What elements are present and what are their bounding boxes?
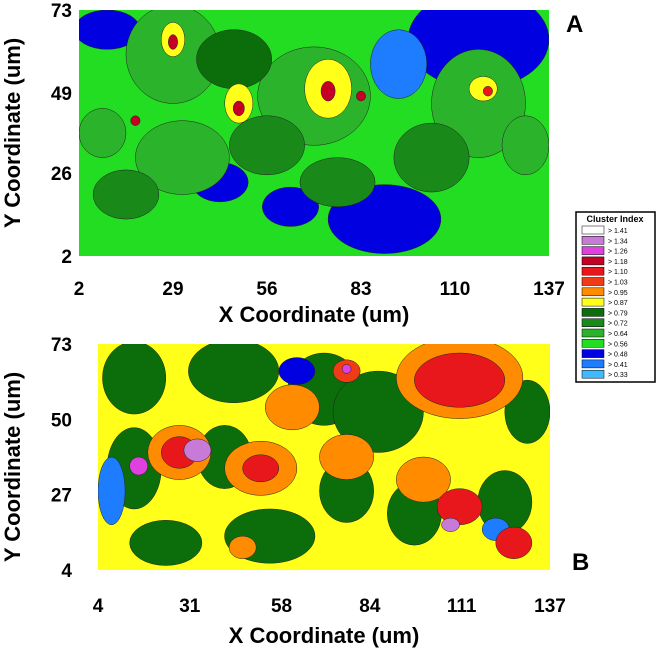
contour-region bbox=[188, 344, 280, 404]
legend-label: > 1.18 bbox=[608, 259, 628, 266]
contour-regions-a bbox=[79, 10, 549, 254]
legend-swatch bbox=[581, 359, 605, 369]
legend-swatch bbox=[581, 318, 605, 327]
x-tick-label: 4 bbox=[93, 596, 104, 617]
legend-swatch bbox=[581, 297, 605, 307]
contour-region bbox=[264, 384, 320, 431]
contour-region bbox=[482, 86, 493, 97]
legend-swatch bbox=[581, 328, 605, 338]
legend-swatch bbox=[581, 266, 605, 276]
contour-region bbox=[228, 535, 257, 559]
contour-region bbox=[168, 34, 178, 50]
y-tick-label: 4 bbox=[61, 561, 72, 582]
y-tick-label: 73 bbox=[51, 335, 72, 356]
y-tick-label: 73 bbox=[51, 1, 72, 22]
panel-label-a: A bbox=[566, 11, 583, 38]
y-axis-label-a: Y Coordinate (um) bbox=[0, 38, 25, 228]
contour-region bbox=[232, 100, 245, 117]
x-tick-label: 56 bbox=[256, 279, 277, 300]
contour-region bbox=[414, 352, 506, 408]
contour-region bbox=[196, 29, 272, 89]
legend-label: > 1.41 bbox=[608, 228, 628, 235]
panel-label-b: B bbox=[572, 549, 589, 576]
contour-region bbox=[396, 456, 451, 503]
x-tick-label: 31 bbox=[179, 596, 201, 617]
legend-title: Cluster Index bbox=[586, 214, 643, 224]
legend-label: > 0.33 bbox=[608, 372, 628, 379]
y-tick-label: 49 bbox=[51, 84, 72, 105]
contour-region bbox=[98, 456, 126, 526]
legend-label: > 1.34 bbox=[608, 238, 628, 245]
legend-label: > 0.72 bbox=[608, 321, 628, 328]
contour-region bbox=[262, 186, 319, 227]
legend-label: > 0.48 bbox=[608, 352, 628, 359]
legend-swatch bbox=[581, 256, 605, 266]
legend: Cluster Index > 1.41 > 1.34 > 1.26 > 1.18 > … bbox=[575, 211, 656, 383]
contour-region bbox=[130, 115, 141, 126]
x-axis-label-b: X Coordinate (um) bbox=[229, 623, 420, 648]
legend-swatch bbox=[581, 287, 605, 297]
legend-label: > 1.10 bbox=[608, 269, 628, 276]
contour-region bbox=[501, 115, 549, 176]
x-tick-label: 137 bbox=[534, 596, 566, 617]
x-tick-label: 137 bbox=[533, 279, 565, 300]
contour-region bbox=[278, 357, 316, 385]
contour-regions-b bbox=[98, 344, 550, 566]
y-tick-label: 50 bbox=[51, 410, 72, 431]
x-tick-label: 111 bbox=[447, 596, 477, 617]
contour-region bbox=[495, 526, 533, 559]
contour-region bbox=[370, 29, 428, 99]
y-tick-label: 26 bbox=[51, 164, 72, 185]
tick-labels-b: 4 31 58 84 111 137 4 27 50 73 bbox=[51, 335, 566, 617]
contour-region bbox=[129, 520, 203, 566]
legend-label: > 0.79 bbox=[608, 310, 628, 317]
x-tick-label: 2 bbox=[74, 279, 85, 300]
contour-region bbox=[242, 454, 280, 483]
legend-label: > 0.87 bbox=[608, 300, 628, 307]
legend-swatch bbox=[581, 339, 605, 348]
contour-region bbox=[102, 344, 167, 415]
tick-labels-a: 2 29 56 83 110 137 2 26 49 73 bbox=[51, 1, 565, 300]
contour-region bbox=[92, 169, 160, 220]
legend-swatch bbox=[581, 349, 605, 358]
x-tick-label: 110 bbox=[440, 279, 471, 300]
y-tick-label: 27 bbox=[51, 486, 72, 507]
contour-region bbox=[341, 364, 352, 374]
contour-region bbox=[129, 456, 148, 476]
legend-swatch bbox=[581, 369, 605, 379]
y-tick-label: 2 bbox=[61, 247, 72, 268]
legend-label: > 1.26 bbox=[608, 249, 628, 256]
contour-region bbox=[183, 438, 212, 462]
contour-region bbox=[135, 120, 230, 195]
contour-region bbox=[79, 108, 127, 158]
legend-swatch bbox=[581, 308, 605, 317]
contour-region bbox=[229, 115, 305, 176]
contour-region bbox=[393, 122, 470, 193]
contour-region bbox=[299, 157, 376, 208]
contour-region bbox=[468, 76, 498, 102]
contour-region bbox=[436, 488, 483, 526]
legend-label: > 1.03 bbox=[608, 280, 628, 287]
x-tick-label: 29 bbox=[162, 279, 183, 300]
legend-swatch bbox=[581, 225, 605, 235]
x-tick-label: 83 bbox=[350, 279, 371, 300]
legend-label: > 0.95 bbox=[608, 290, 628, 297]
panel-a: 2 29 56 83 110 137 2 26 49 73 A X Coordinate (um)… bbox=[0, 1, 583, 327]
panel-b: 4 31 58 84 111 137 4 27 50 73 B X Coordinate (um)… bbox=[0, 335, 589, 648]
x-tick-label: 84 bbox=[359, 596, 381, 617]
legend-label: > 0.56 bbox=[608, 341, 628, 348]
contour-region bbox=[319, 434, 374, 480]
contour-region bbox=[320, 81, 336, 102]
y-axis-label-b: Y Coordinate (um) bbox=[0, 372, 25, 562]
x-axis-label-a: X Coordinate (um) bbox=[219, 302, 410, 327]
legend-swatch bbox=[581, 236, 605, 245]
contour-region bbox=[356, 90, 366, 102]
x-tick-label: 58 bbox=[271, 596, 292, 617]
legend-label: > 0.41 bbox=[608, 362, 628, 369]
legend-swatch bbox=[581, 277, 605, 286]
legend-swatch bbox=[581, 246, 605, 255]
contour-region bbox=[441, 517, 460, 532]
legend-label: > 0.64 bbox=[608, 331, 628, 338]
